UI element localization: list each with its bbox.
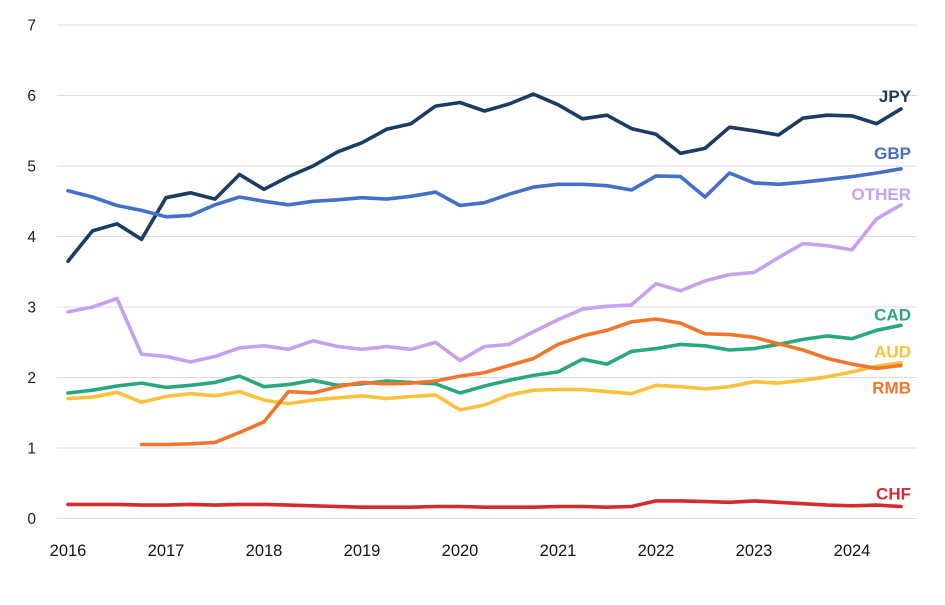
series-label-OTHER: OTHER (852, 185, 912, 204)
series-label-AUD: AUD (874, 343, 911, 362)
x-axis-tick-2022: 2022 (638, 542, 675, 560)
line-AUD (66, 360, 903, 412)
x-axis-tick-2020: 2020 (442, 542, 479, 560)
x-axis-tick-2017: 2017 (148, 542, 185, 560)
x-axis-tick-2024: 2024 (834, 542, 871, 560)
series-label-CAD: CAD (874, 305, 911, 324)
x-axis-tick-2016: 2016 (50, 542, 87, 560)
line-RMB (139, 317, 903, 447)
series-label-RMB: RMB (872, 379, 911, 398)
x-axis-tick-2021: 2021 (540, 542, 577, 560)
series-label-JPY: JPY (879, 87, 912, 106)
line-CHF (66, 499, 903, 509)
line-CAD (66, 323, 903, 395)
x-axis-tick-2019: 2019 (344, 542, 381, 560)
y-axis-tick-6: 6 (27, 88, 36, 105)
y-axis-tick-3: 3 (27, 300, 36, 317)
y-axis-tick-5: 5 (27, 159, 36, 176)
x-axis-tick-2018: 2018 (246, 542, 283, 560)
series-label-CHF: CHF (876, 485, 911, 504)
y-axis-tick-1: 1 (27, 441, 36, 458)
line-JPY (66, 92, 903, 263)
y-axis-tick-2: 2 (27, 370, 36, 387)
x-axis-tick-2023: 2023 (736, 542, 773, 560)
gridlines (57, 24, 917, 519)
series-labels: JPY GBP OTHER CAD AUD RMB CHF (852, 87, 912, 504)
series-lines (66, 92, 903, 509)
y-axis-labels: 0 1 2 3 4 5 6 7 (27, 18, 36, 529)
y-axis-tick-4: 4 (27, 229, 36, 246)
y-axis-tick-0: 0 (27, 511, 36, 528)
y-axis-tick-7: 7 (27, 18, 36, 35)
series-label-GBP: GBP (874, 144, 911, 163)
line-OTHER (66, 203, 903, 364)
line-GBP (66, 167, 903, 219)
x-axis-labels: 2016 2017 2018 2019 2020 2021 2022 2023 2024 (50, 542, 871, 560)
